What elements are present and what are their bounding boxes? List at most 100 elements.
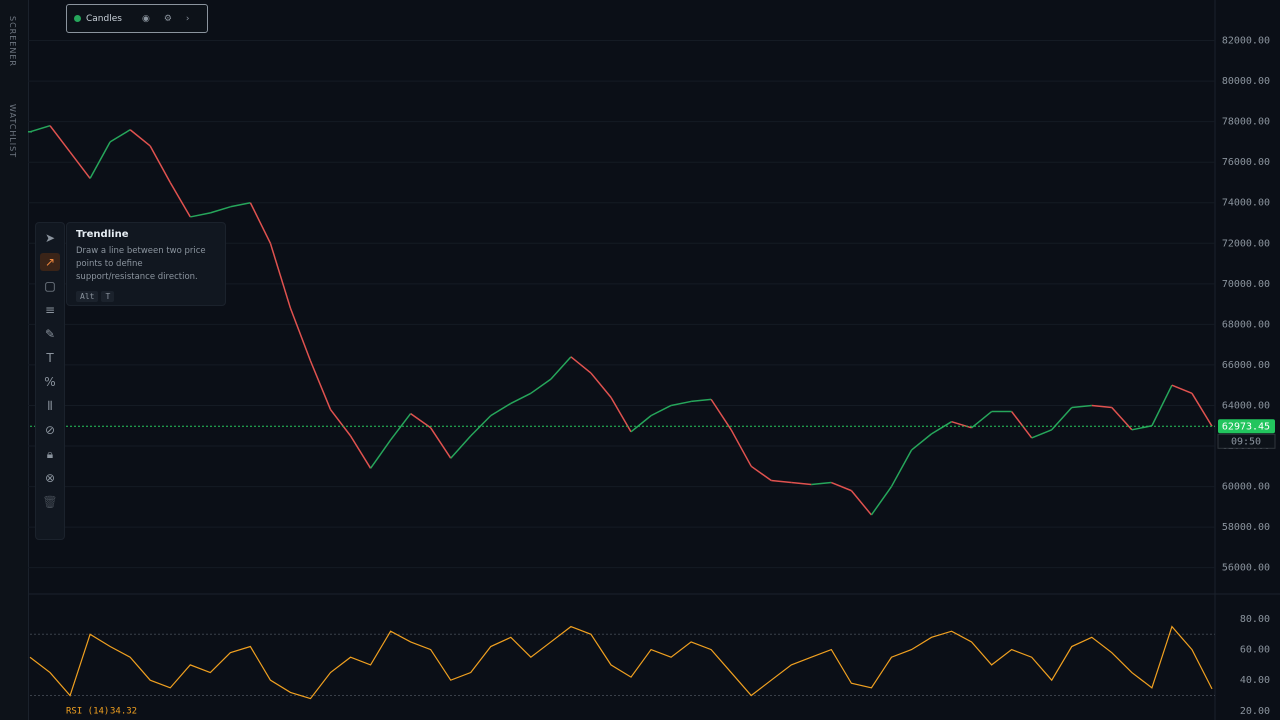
price-segment — [750, 465, 772, 482]
price-segment — [490, 402, 512, 417]
price-axis — [1215, 0, 1280, 720]
price-segment — [811, 481, 832, 486]
brush-tool[interactable]: ✎ — [44, 327, 56, 341]
price-segment — [890, 449, 913, 487]
y-tick-label: 70000.00 — [1222, 279, 1270, 290]
price-segment — [49, 125, 71, 153]
price-segment — [771, 479, 792, 484]
price-segment — [1091, 404, 1112, 409]
price-segment — [430, 427, 452, 459]
rsi-line — [29, 625, 1213, 700]
price-segment — [610, 396, 632, 433]
sidebar: SCREENER WATCHLIST — [0, 0, 29, 720]
magnet-tool[interactable]: ⊘ — [44, 423, 56, 437]
y-tick-label: 66000.00 — [1222, 360, 1270, 371]
price-segment — [129, 129, 151, 147]
y-tick-label: 60000.00 — [1222, 482, 1270, 493]
y-tick-label: 40.00 — [1240, 675, 1270, 686]
y-tick-label: 80.00 — [1240, 614, 1270, 625]
rect-tool[interactable]: ▢ — [44, 279, 56, 293]
settings-icon[interactable]: ⚙ — [163, 13, 172, 24]
price-segment — [29, 124, 51, 133]
price-segment — [550, 356, 572, 380]
price-segment — [570, 356, 592, 374]
price-segment — [1111, 407, 1133, 431]
tooltip-text: Draw a line between two price points to … — [76, 246, 206, 282]
price-segment — [190, 212, 211, 218]
price-segment — [269, 243, 292, 309]
text-tool[interactable]: T — [46, 351, 54, 365]
y-tick-label: 20.00 — [1240, 706, 1270, 717]
legend-panel[interactable]: Candles ◉ ⚙ › — [66, 4, 208, 33]
price-segment — [210, 206, 231, 214]
tooltip-title: Trendline — [76, 229, 129, 240]
price-segment — [470, 415, 492, 437]
price-segment — [971, 410, 993, 429]
y-tick-label: 78000.00 — [1222, 117, 1270, 128]
price-segment — [369, 439, 392, 469]
trendline-tool[interactable]: ↗ — [40, 253, 60, 271]
price-segment — [730, 429, 752, 467]
key: Alt — [76, 291, 99, 302]
key: T — [101, 291, 115, 302]
y-tick-label: 64000.00 — [1222, 400, 1270, 411]
countdown: 09:50 — [1231, 436, 1261, 447]
price-segment — [1071, 404, 1092, 409]
fib-tool[interactable]: ≡ — [44, 303, 56, 317]
price-segment — [1011, 411, 1033, 439]
price-segment — [650, 404, 672, 417]
price-segment — [1191, 392, 1213, 427]
price-segment — [349, 435, 372, 469]
sidebar-tab[interactable]: SCREENER — [8, 16, 17, 67]
price-segment — [630, 415, 652, 433]
toolbar: ➤ ↗ ▢ ≡ ✎ T% ⦀ ⊘ 🔒︎ ⊗ 🗑︎ — [35, 222, 65, 540]
price-segment — [831, 481, 852, 492]
cursor-tool[interactable]: ➤ — [44, 231, 56, 245]
price-segment — [710, 398, 732, 431]
price-segment — [510, 392, 532, 405]
price-segment — [69, 151, 91, 179]
y-tick-label: 74000.00 — [1222, 198, 1270, 209]
countdown-box — [1217, 433, 1276, 449]
lock-tool[interactable]: 🔒︎ — [46, 447, 54, 461]
price-segment — [691, 398, 712, 403]
last-price-box — [1218, 419, 1275, 434]
price-segment — [249, 202, 272, 244]
tooltip: Trendline Draw a line between two price … — [66, 222, 226, 306]
y-tick-label: 56000.00 — [1222, 563, 1270, 574]
price-segment — [1151, 384, 1173, 427]
price-segment — [951, 420, 972, 429]
percent-tool[interactable]: % — [44, 375, 56, 389]
price-segment — [309, 360, 332, 410]
price-segment — [329, 409, 352, 437]
price-segment — [911, 433, 932, 451]
price-segment — [450, 435, 472, 459]
price-segment — [89, 141, 111, 179]
price-segment — [1171, 384, 1193, 395]
last-price-label: 62973.45 — [1222, 421, 1270, 432]
price-segment — [791, 481, 812, 486]
expand-icon[interactable]: › — [185, 13, 190, 24]
rsi-value: 34.32 — [110, 707, 137, 717]
hide-tool[interactable]: ⊗ — [44, 471, 56, 485]
legend-dot — [74, 15, 81, 22]
rsi-name: RSI (14) — [66, 707, 109, 717]
sidebar-tab[interactable]: WATCHLIST — [8, 104, 17, 159]
y-tick-label: 72000.00 — [1222, 238, 1270, 249]
price-segment — [289, 307, 312, 362]
y-tick-label: 58000.00 — [1222, 522, 1270, 533]
y-tick-label: 76000.00 — [1222, 157, 1270, 168]
measure-tool[interactable]: ⦀ — [47, 399, 53, 413]
y-tick-label: 60.00 — [1240, 645, 1270, 656]
price-segment — [1131, 425, 1153, 431]
y-tick-label: 82000.00 — [1222, 36, 1270, 47]
legend-label: Candles — [86, 13, 122, 24]
delete-tool[interactable]: 🗑︎ — [42, 495, 58, 509]
price-segment — [230, 202, 251, 208]
eye-icon[interactable]: ◉ — [141, 13, 150, 24]
y-tick-label: 68000.00 — [1222, 319, 1270, 330]
price-segment — [931, 421, 952, 435]
price-segment — [169, 182, 191, 218]
